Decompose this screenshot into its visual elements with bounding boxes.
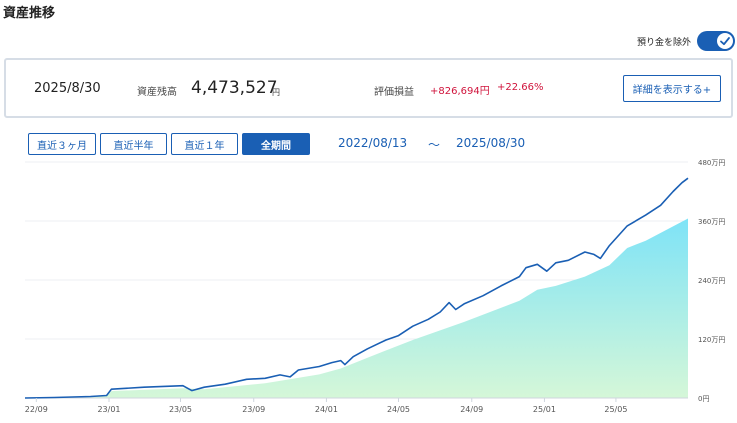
period-3months-button[interactable]: 直近３ヶ月 <box>28 133 96 155</box>
y-tick-label: 240万円 <box>698 277 725 285</box>
x-tick-label: 24/05 <box>387 405 410 414</box>
balance-value: 4,473,527 <box>191 78 278 98</box>
range-separator: ～ <box>428 138 441 152</box>
asset-history-chart: 480万円 360万円 240万円 120万円 0円 22/09 23/01 23/05 23/… <box>24 159 726 414</box>
asset-summary-panel: 2025/8/30 資産残高 4,473,527 円 評価損益 +826,694… <box>4 58 733 118</box>
x-tick-label: 22/09 <box>25 405 48 414</box>
summary-date: 2025/8/30 <box>34 81 101 96</box>
check-icon <box>717 33 733 49</box>
x-tick-label: 24/09 <box>460 405 483 414</box>
profit-loss-label: 評価損益 <box>374 87 414 98</box>
page-title: 資産推移 <box>3 6 56 21</box>
y-tick-label: 360万円 <box>698 218 725 226</box>
y-tick-label: 0円 <box>698 395 709 403</box>
x-tick-label: 25/01 <box>533 405 556 414</box>
x-tick-label: 24/01 <box>315 405 338 414</box>
x-tick-label: 23/01 <box>97 405 120 414</box>
period-6months-button[interactable]: 直近半年 <box>100 133 167 155</box>
asset-value-line <box>24 177 689 399</box>
principal-area <box>25 218 688 398</box>
y-tick-label: 120万円 <box>698 336 725 344</box>
balance-unit: 円 <box>272 88 280 97</box>
x-tick-label: 23/09 <box>242 405 265 414</box>
show-details-button[interactable]: 詳細を表示する+ <box>623 75 721 102</box>
period-all-button[interactable]: 全期間 <box>242 133 310 155</box>
x-tick-label: 23/05 <box>169 405 192 414</box>
exclude-deposit-label: 預り金を除外 <box>636 37 691 48</box>
balance-label: 資産残高 <box>137 87 177 98</box>
x-tick-label: 25/05 <box>604 405 627 414</box>
period-1year-button[interactable]: 直近１年 <box>171 133 238 155</box>
range-start-date: 2022/08/13 <box>338 136 408 150</box>
profit-loss-value: +826,694円 <box>430 86 490 97</box>
exclude-deposit-toggle[interactable] <box>697 31 735 51</box>
range-end-date: 2025/08/30 <box>456 136 526 150</box>
y-tick-label: 480万円 <box>698 159 725 167</box>
profit-loss-percent: +22.66% <box>497 82 544 93</box>
exclude-deposit-toggle-group: 預り金を除外 <box>637 31 735 51</box>
